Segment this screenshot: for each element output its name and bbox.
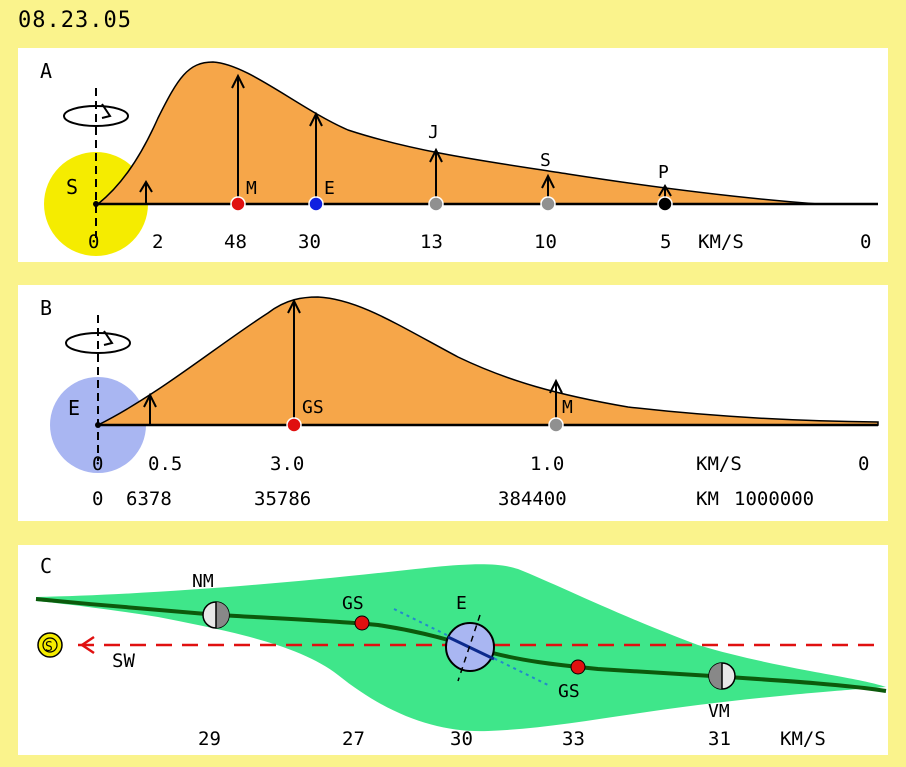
origin-dot (95, 422, 101, 428)
label-s: S (540, 150, 551, 171)
distance-labels: 0 6378 35786 384400 KM 1000000 (92, 488, 814, 510)
label-p: P (658, 162, 669, 183)
label-gs-1: GS (342, 593, 364, 614)
speed-labels: 0 0.5 3.0 1.0 KM/S 0 (92, 453, 869, 475)
sun-label: S (66, 175, 78, 199)
value-labels: 0 2 48 30 13 10 5 KM/S 0 (88, 231, 871, 253)
value-s: 10 (534, 231, 557, 253)
distance-start: 0 (92, 488, 103, 510)
dot-gs-1 (355, 616, 369, 630)
earth-label: E (68, 396, 80, 420)
distance-surface: 6378 (126, 488, 172, 510)
distance-unit: KM (696, 488, 719, 510)
origin-dot (93, 201, 99, 207)
value-m: 48 (224, 231, 247, 253)
label-m: M (562, 397, 573, 418)
dot-s (541, 197, 555, 211)
label-e: E (456, 593, 467, 614)
speed-values: 29 27 30 33 31 KM/S (198, 728, 826, 750)
label-vm: VM (708, 701, 730, 722)
value-start: 0 (88, 231, 99, 253)
distance-end: 1000000 (734, 488, 814, 510)
solar-wind-label: SW (112, 650, 135, 672)
value-gs-2: 33 (562, 728, 585, 750)
panel-b: B E GS M 0 0.5 3.0 1.0 KM/S (18, 285, 888, 521)
speed-m: 1.0 (530, 453, 564, 475)
dot-m (549, 418, 563, 432)
sun-label: S (45, 640, 53, 655)
speed-gs: 3.0 (270, 453, 304, 475)
speed-unit: KM/S (696, 453, 742, 475)
dot-gs (287, 418, 301, 432)
velocity-hump (98, 297, 878, 425)
date-label: 08.23.05 (18, 8, 132, 33)
value-gs-1: 27 (342, 728, 365, 750)
speed-start: 0 (92, 453, 103, 475)
label-gs-2: GS (558, 681, 580, 702)
label-e: E (324, 178, 335, 199)
distance-m: 384400 (498, 488, 567, 510)
unit-label: KM/S (780, 728, 826, 750)
value-e: 30 (298, 231, 321, 253)
dot-m (231, 197, 245, 211)
dot-e (309, 197, 323, 211)
panel-c-letter: C (40, 554, 52, 578)
distance-gs: 35786 (254, 488, 311, 510)
value-vm: 31 (708, 728, 731, 750)
label-j: J (428, 122, 439, 143)
label-m: M (246, 178, 257, 199)
dot-gs-2 (571, 660, 585, 674)
dot-j (429, 197, 443, 211)
panel-a: A S M (18, 48, 888, 262)
label-nm: NM (192, 571, 214, 592)
value-end: 0 (860, 231, 871, 253)
value-nm: 29 (198, 728, 221, 750)
dot-p (658, 197, 672, 211)
value-e: 30 (450, 728, 473, 750)
speed-end: 0 (858, 453, 869, 475)
speed-surface: 0.5 (148, 453, 182, 475)
value-2: 2 (152, 231, 163, 253)
value-j: 13 (420, 231, 443, 253)
panel-a-letter: A (40, 59, 52, 83)
unit-label: KM/S (698, 231, 744, 253)
panel-c: C S SW NM GS E GS (18, 545, 888, 755)
value-p: 5 (660, 231, 671, 253)
velocity-hump (98, 62, 878, 204)
label-gs: GS (302, 397, 324, 418)
panel-b-letter: B (40, 296, 52, 320)
